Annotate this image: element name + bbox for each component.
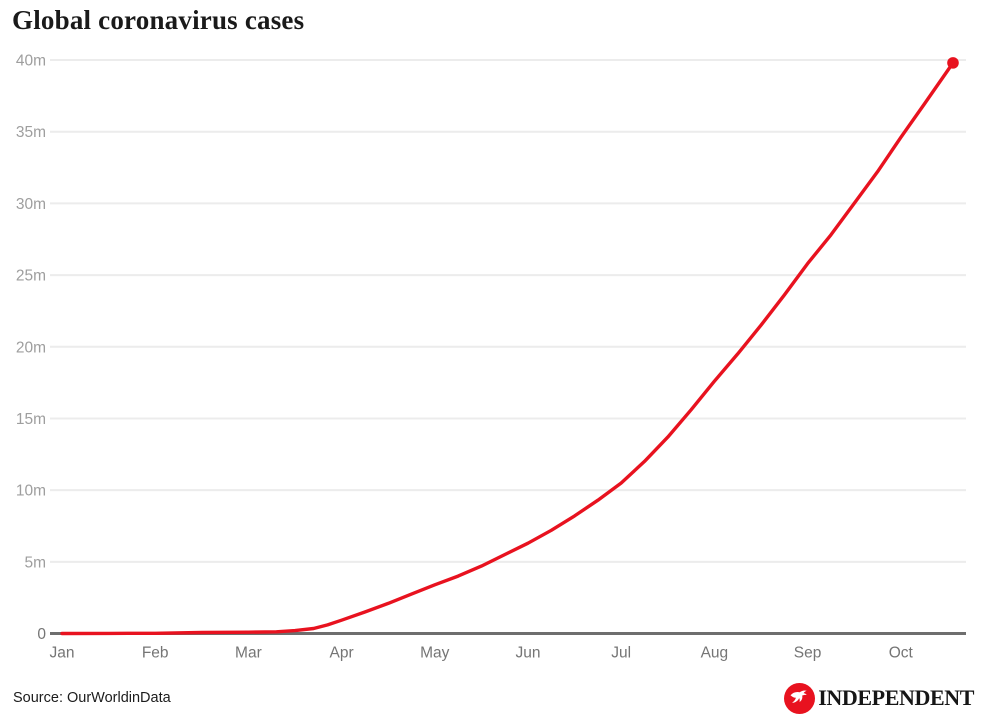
svg-text:25m: 25m bbox=[16, 268, 46, 285]
svg-text:Jan: Jan bbox=[50, 645, 75, 662]
source-text: Source: OurWorldinData bbox=[13, 690, 171, 706]
page-title: Global coronavirus cases bbox=[12, 5, 305, 35]
svg-text:Aug: Aug bbox=[701, 645, 729, 662]
svg-text:20m: 20m bbox=[16, 339, 46, 356]
svg-text:40m: 40m bbox=[16, 53, 46, 70]
svg-text:Jun: Jun bbox=[516, 645, 541, 662]
svg-text:Apr: Apr bbox=[330, 645, 354, 662]
independent-wordmark: INDEPENDENT bbox=[818, 685, 974, 710]
svg-text:Jul: Jul bbox=[611, 645, 631, 662]
footer: Source: OurWorldinData INDEPENDENT bbox=[13, 678, 974, 718]
independent-eagle-icon bbox=[784, 682, 816, 714]
svg-text:35m: 35m bbox=[16, 124, 46, 141]
svg-text:5m: 5m bbox=[24, 554, 46, 571]
svg-text:15m: 15m bbox=[16, 411, 46, 428]
svg-text:Sep: Sep bbox=[794, 645, 822, 662]
svg-text:30m: 30m bbox=[16, 196, 46, 213]
svg-text:10m: 10m bbox=[16, 483, 46, 500]
independent-logo: INDEPENDENT bbox=[784, 682, 974, 714]
svg-text:Feb: Feb bbox=[142, 645, 169, 662]
svg-text:May: May bbox=[420, 645, 450, 662]
svg-text:0: 0 bbox=[37, 626, 46, 643]
svg-text:Mar: Mar bbox=[235, 645, 262, 662]
line-chart: 0 5m 10m 15m 20m 25m 30m 35m 40m Jan Feb Mar Apr May J… bbox=[16, 53, 966, 662]
svg-text:Oct: Oct bbox=[889, 645, 914, 662]
